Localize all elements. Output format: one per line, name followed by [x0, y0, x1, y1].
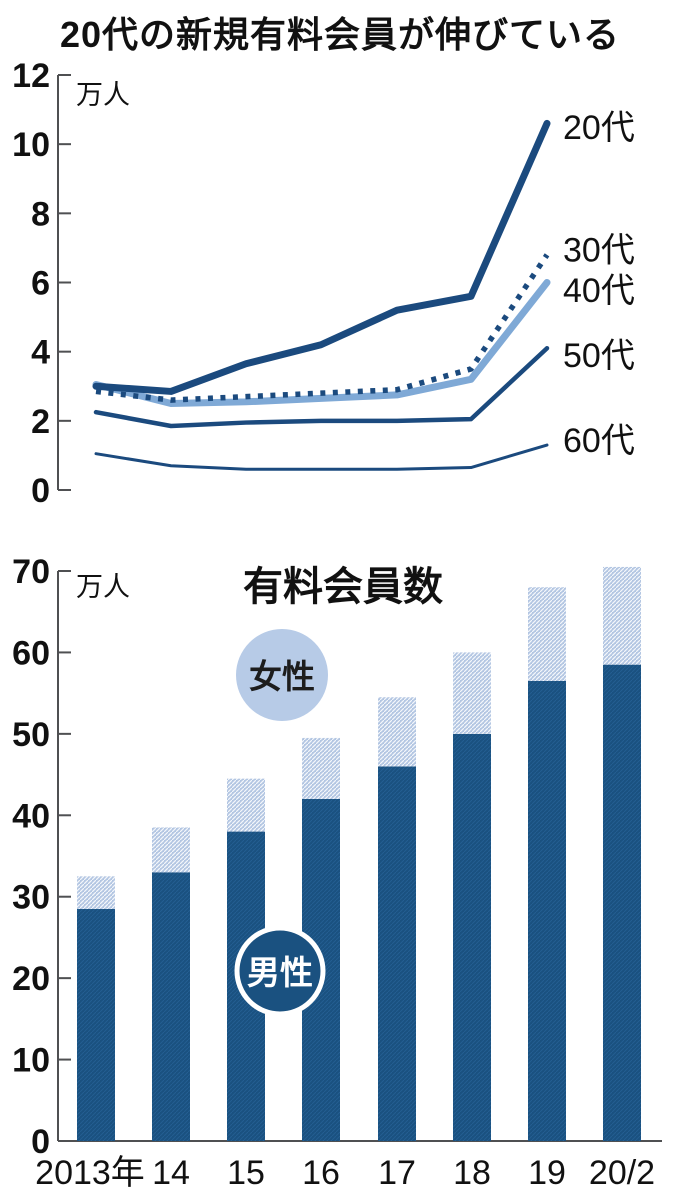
bar-male-20/2: [603, 664, 641, 1141]
bar-female-17: [378, 697, 416, 767]
series-label-30代: 30代: [563, 232, 635, 270]
line-chart-y-axis: 0 2 4 6 8 10 12 万人: [12, 57, 130, 510]
y-tick-label: 70: [12, 553, 50, 591]
bar-male-2013年: [77, 908, 115, 1141]
x-tick-label: 17: [378, 1154, 416, 1192]
y-tick-label: 8: [31, 195, 50, 233]
x-tick-label: 16: [302, 1154, 340, 1192]
y-tick-label: 0: [31, 472, 50, 510]
line-series-60代: [94, 443, 549, 471]
figure-title: 20代の新規有料会員が伸びている: [59, 14, 621, 55]
bar-chart-title: 有料会員数: [243, 565, 443, 609]
bar-female-14: [152, 827, 190, 873]
y-axis-unit: 万人: [76, 80, 130, 110]
bar-female-20/2: [603, 566, 641, 665]
male-legend-badge: 男性: [234, 925, 326, 1017]
y-tick-label: 40: [12, 797, 50, 835]
series-label-40代: 40代: [563, 272, 635, 310]
y-tick-label: 30: [12, 879, 50, 917]
bar-male-18: [453, 733, 491, 1141]
bar-female-2013年: [77, 876, 115, 909]
x-tick-label: 2013年: [35, 1154, 145, 1192]
bar-male-14: [152, 872, 190, 1141]
y-tick-label: 10: [12, 126, 50, 164]
female-legend-badge: 女性: [236, 629, 328, 721]
line-series-30代: [95, 253, 550, 403]
x-tick-label: 20/2: [589, 1154, 655, 1192]
bar-chart: 有料会員数 0 10 20 30 40 50 60 70 万人 2013年 14 15 16 17 18 19 2…: [12, 553, 662, 1192]
bar-female-18: [453, 652, 491, 734]
y-tick-label: 12: [12, 57, 50, 95]
y-tick-label: 10: [12, 1042, 50, 1080]
y-tick-label: 6: [31, 265, 50, 303]
y-tick-label: 50: [12, 716, 50, 754]
line-series-50代: [93, 345, 550, 429]
y-tick-label: 2: [31, 403, 50, 441]
female-legend-label: 女性: [249, 658, 315, 695]
bar-female-19: [528, 587, 566, 681]
bar-female-15: [227, 778, 265, 832]
line-series-40代: [92, 279, 551, 408]
line-series-20代: [92, 119, 551, 395]
x-tick-label: 18: [453, 1154, 491, 1192]
x-tick-label: 15: [227, 1154, 265, 1192]
y-tick-label: 0: [31, 1123, 50, 1161]
series-label-60代: 60代: [563, 422, 635, 460]
x-tick-label: 14: [152, 1154, 190, 1192]
male-legend-label: 男性: [247, 954, 313, 991]
y-axis-unit: 万人: [76, 572, 130, 602]
bar-male-19: [528, 680, 566, 1141]
y-tick-label: 4: [31, 334, 50, 372]
y-tick-label: 20: [12, 960, 50, 998]
bar-female-16: [302, 737, 340, 799]
x-tick-label: 19: [528, 1154, 566, 1192]
bar-male-17: [378, 766, 416, 1141]
series-label-50代: 50代: [563, 337, 635, 375]
y-tick-label: 60: [12, 634, 50, 672]
series-label-20代: 20代: [563, 109, 635, 147]
